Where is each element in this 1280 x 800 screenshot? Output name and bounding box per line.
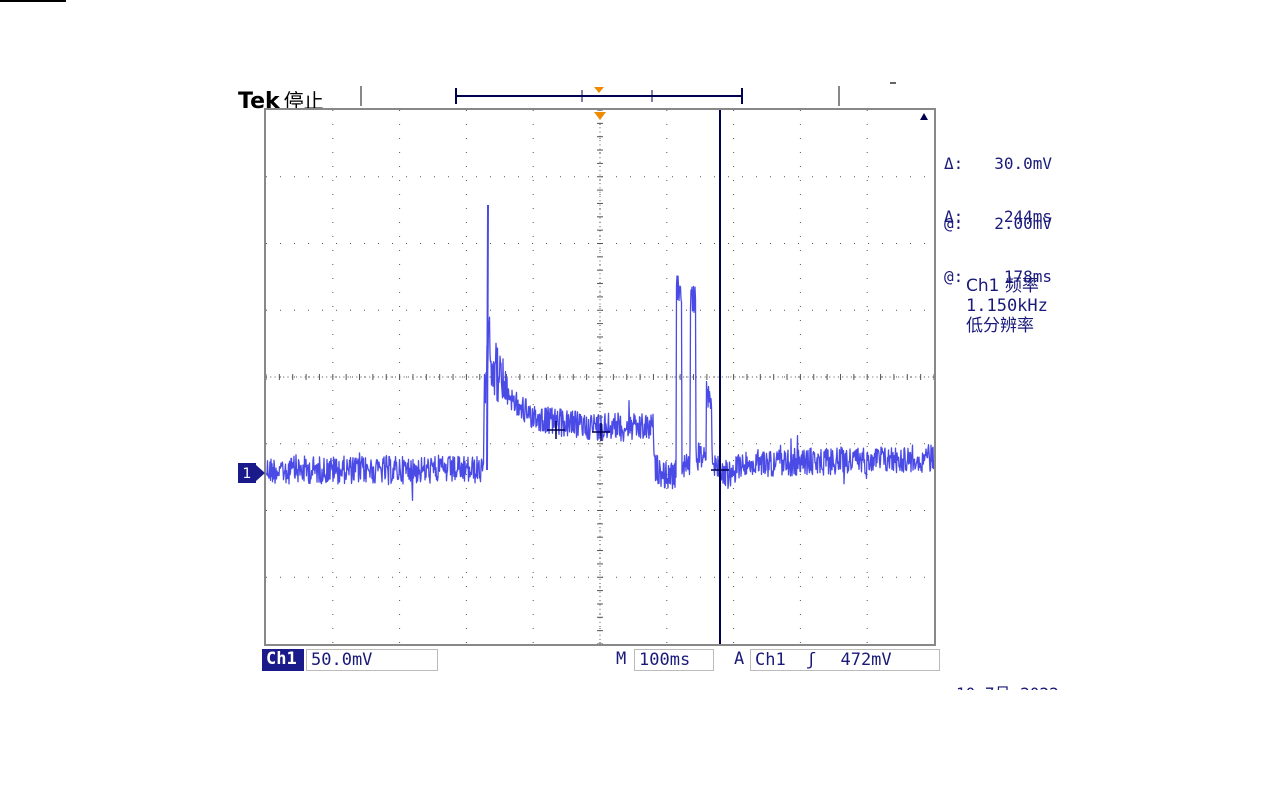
measurement-channel-label: Ch1 频率: [966, 276, 1039, 296]
voltage-delta-value: 30.0mV: [994, 154, 1052, 173]
voltage-at-value: 2.00mV: [994, 214, 1052, 233]
level-arrow-icon: [920, 113, 928, 120]
brand-label: Tek 停止: [238, 85, 324, 114]
waveform-display[interactable]: [264, 108, 936, 646]
at-symbol: @:: [944, 267, 964, 286]
channel-marker-label: 1: [243, 466, 252, 482]
trigger-position-icon: [594, 87, 604, 93]
trigger-source: Ch1: [755, 650, 786, 670]
time-delta-value: 244ms: [1003, 207, 1052, 226]
status-bar: Ch1 50.0mV M 100ms A Ch1 ʃ 472mV: [262, 649, 942, 673]
trigger-label: A: [734, 649, 745, 669]
voltage-cursor-readout: Δ: 30.0mV @: 2.00mV: [944, 114, 1052, 254]
trigger-level: 472mV: [840, 650, 892, 670]
trigger-slope-icon: ʃ: [805, 650, 817, 670]
frequency-measurement: Ch1 频率 1.150kHz 低分辨率: [966, 276, 1048, 336]
corner-line: [0, 0, 66, 2]
time-cursor-readout: Δ: 244ms @: 178ms: [944, 167, 1052, 307]
volts-per-div[interactable]: 50.0mV: [306, 649, 438, 671]
channel-1-marker[interactable]: 1: [238, 463, 266, 483]
measurement-value: 1.150kHz: [966, 296, 1048, 316]
time-per-div[interactable]: 100ms: [634, 649, 714, 671]
channel-tag[interactable]: Ch1: [262, 649, 304, 671]
trigger-marker-icon: [594, 112, 606, 120]
waveform-peak: [486, 204, 489, 471]
main-timebase-label: M: [616, 649, 627, 669]
header-separator: [838, 86, 840, 106]
time-at-value: 178ms: [1003, 267, 1052, 286]
measurement-note: 低分辨率: [966, 316, 1034, 336]
channel-1-waveform: [266, 275, 934, 501]
date-readout: 10 7月 2022: [956, 680, 1059, 690]
delta-symbol: Δ:: [944, 207, 964, 226]
trigger-settings[interactable]: Ch1 ʃ 472mV: [750, 649, 940, 671]
delta-symbol: Δ:: [944, 154, 964, 173]
header-tick: [890, 82, 896, 84]
at-symbol: @:: [944, 214, 964, 233]
waveform-canvas: [266, 110, 934, 644]
header-separator: [360, 86, 362, 106]
record-position-indicator: [455, 87, 743, 104]
